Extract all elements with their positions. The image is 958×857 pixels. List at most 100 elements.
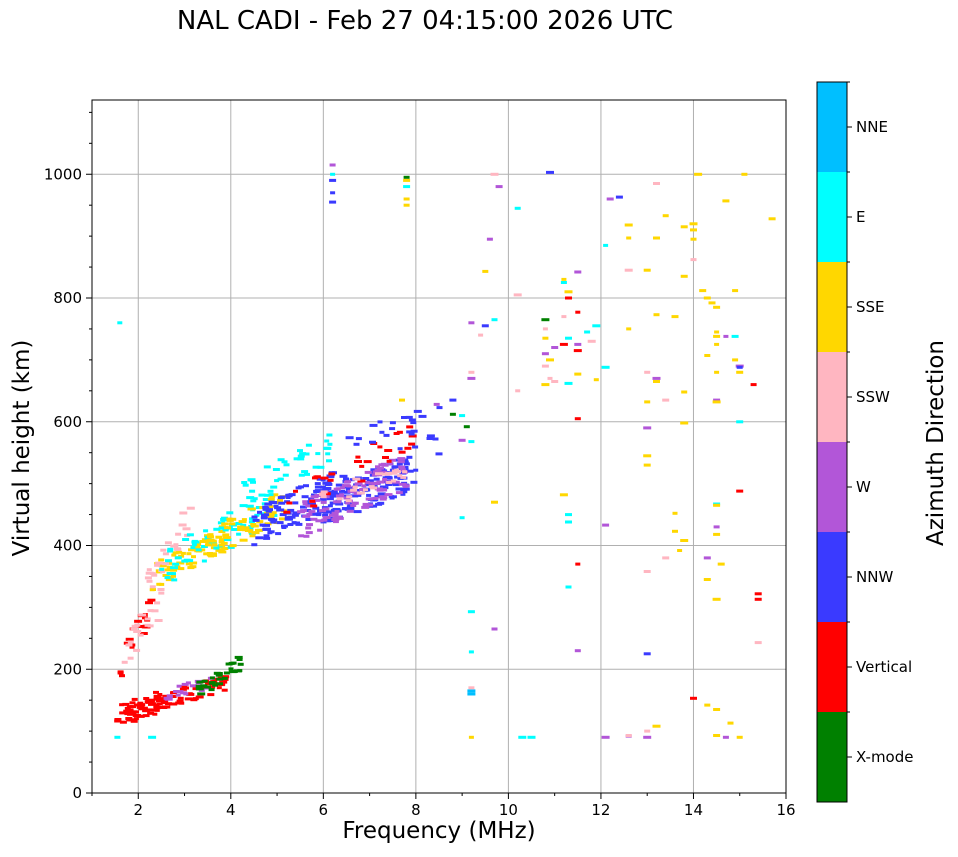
echo-point (297, 510, 306, 514)
echo-point (190, 698, 198, 702)
echo-point (121, 660, 128, 664)
echo-point (305, 531, 313, 535)
echo-point (315, 512, 322, 516)
echo-point (406, 455, 413, 459)
echo-point (180, 551, 186, 555)
echo-point (282, 473, 289, 477)
echo-point (267, 497, 275, 501)
echo-point (114, 719, 122, 723)
echo-point (315, 519, 324, 523)
echo-point (249, 489, 256, 493)
echo-point (468, 440, 475, 444)
echo-point (137, 703, 146, 707)
echo-point (272, 468, 280, 471)
echo-point (228, 667, 234, 671)
echo-point (158, 558, 165, 562)
echo-point (546, 170, 554, 174)
echo-point (230, 661, 237, 665)
echo-point (713, 334, 721, 338)
echo-point (235, 522, 243, 525)
echo-point (153, 694, 162, 698)
echo-point (160, 701, 166, 705)
echo-point (265, 509, 272, 513)
echo-point (125, 643, 133, 647)
echo-point (714, 370, 720, 374)
echo-point (714, 330, 720, 334)
echo-point (334, 515, 343, 519)
echo-point (467, 692, 476, 696)
echo-point (236, 532, 242, 536)
echo-point (332, 507, 341, 511)
echo-point (449, 412, 456, 416)
echo-point (704, 354, 711, 357)
echo-point (403, 185, 411, 189)
echo-point (602, 523, 610, 527)
echo-point (690, 228, 697, 232)
echo-point (212, 683, 219, 687)
echo-point (377, 466, 384, 470)
echo-point (574, 417, 581, 421)
echo-point (403, 178, 411, 182)
echo-point (694, 172, 703, 176)
echo-point (370, 504, 378, 508)
echo-point (258, 493, 266, 497)
echo-point (574, 342, 582, 346)
echo-point (653, 313, 660, 317)
echo-point (146, 568, 152, 572)
echo-point (304, 472, 310, 476)
echo-point (369, 440, 376, 444)
echo-point (713, 532, 721, 536)
echo-point (228, 522, 236, 526)
x-axis-ticks: 2 4 6 8 10 12 14 16 (91, 793, 796, 819)
echo-point (293, 489, 298, 493)
echo-point (222, 533, 230, 537)
echo-point (154, 601, 161, 605)
echo-point (143, 697, 150, 700)
plot-frame (91, 99, 787, 794)
echo-point (713, 525, 720, 529)
echo-point (306, 523, 313, 527)
echo-point (672, 511, 678, 515)
echo-point (213, 527, 221, 531)
echo-point (334, 510, 340, 513)
echo-point (615, 195, 623, 199)
echo-point (626, 236, 632, 240)
echo-point (551, 346, 559, 349)
echo-point (136, 714, 145, 718)
echo-point (376, 480, 385, 484)
echo-point (495, 185, 503, 189)
echo-point (207, 535, 214, 539)
echo-point (359, 464, 365, 468)
echo-point (574, 649, 581, 653)
echo-point (350, 494, 359, 498)
echo-point (124, 706, 131, 710)
echo-point (371, 482, 380, 485)
echo-point (575, 310, 581, 314)
echo-point (403, 462, 410, 466)
echo-point (564, 381, 573, 385)
echo-point (147, 711, 155, 715)
echo-point (117, 321, 123, 325)
echo-point (127, 656, 134, 660)
echo-point (408, 432, 415, 436)
colorbar-segment (817, 712, 847, 802)
echo-point (736, 489, 744, 493)
echo-point (680, 539, 689, 542)
echo-point (162, 574, 170, 577)
echo-point (154, 708, 160, 712)
echo-point (129, 701, 136, 705)
echo-point (643, 454, 652, 458)
echo-point (297, 457, 305, 461)
echo-point (459, 516, 465, 520)
echo-point (277, 458, 285, 462)
echo-point (390, 479, 396, 483)
echo-point (644, 370, 651, 374)
echo-point (119, 703, 125, 707)
echo-point (722, 735, 729, 739)
echo-point (321, 497, 327, 501)
echo-point (251, 543, 258, 547)
echo-point (298, 485, 304, 489)
echo-point (153, 703, 160, 707)
echo-point (218, 540, 225, 544)
echo-point (191, 540, 200, 544)
